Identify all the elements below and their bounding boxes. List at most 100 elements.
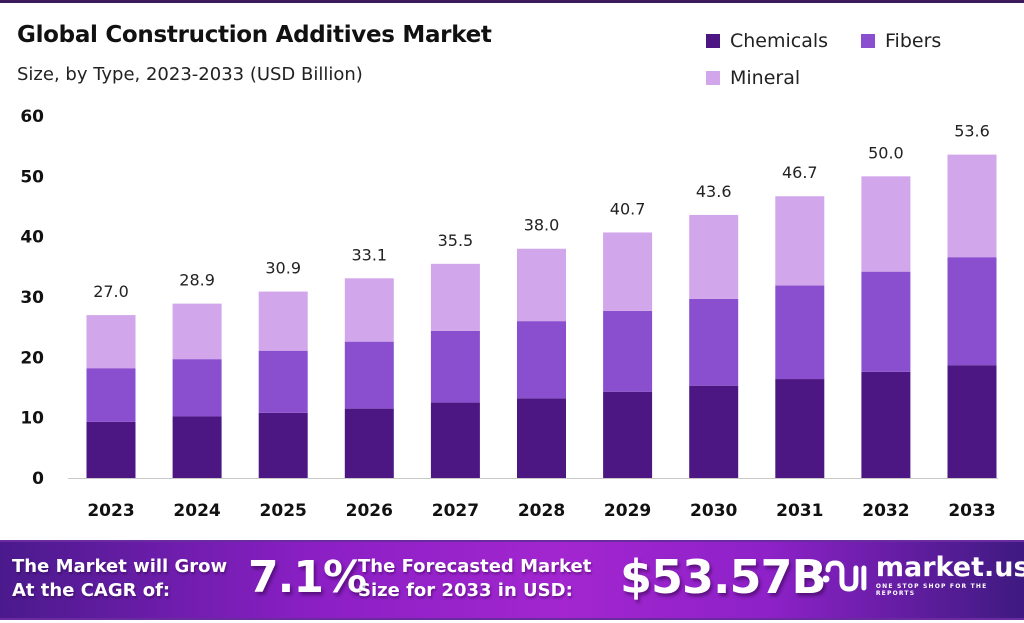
total-label-2029: 40.7 xyxy=(610,199,646,218)
y-axis: 0 10 20 30 40 50 60 xyxy=(20,107,44,489)
x-tick-label-2029: 2029 xyxy=(604,501,651,521)
bar-segment-fibers-2032 xyxy=(861,271,911,372)
bar-segment-mineral-2029 xyxy=(603,232,653,311)
x-tick-label-2027: 2027 xyxy=(432,501,479,521)
bar-segment-mineral-2025 xyxy=(258,291,308,351)
x-tick-label-2032: 2032 xyxy=(862,501,909,521)
cagr-text-line2: At the CAGR of: xyxy=(12,580,171,601)
top-border xyxy=(0,0,1024,3)
bar-segment-mineral-2027 xyxy=(430,263,480,331)
bar-stack-2031 xyxy=(775,196,825,478)
bar-segment-mineral-2026 xyxy=(344,278,394,342)
total-label-2030: 43.6 xyxy=(696,182,732,201)
chart-subtitle: Size, by Type, 2023-2033 (USD Billion) xyxy=(17,64,363,85)
y-tick-label: 20 xyxy=(20,348,44,368)
forecast-text-line2: Size for 2033 in USD: xyxy=(358,580,573,601)
x-tick-label-2033: 2033 xyxy=(948,501,995,521)
total-label-2031: 46.7 xyxy=(782,163,818,182)
bar-segment-chemicals-2023 xyxy=(86,421,136,478)
x-tick-label-2030: 2030 xyxy=(690,501,737,521)
x-tick-label-2023: 2023 xyxy=(87,501,134,521)
bar-segment-chemicals-2027 xyxy=(430,402,480,478)
cagr-value: 7.1% xyxy=(248,552,367,603)
legend-item-fibers: Fibers xyxy=(861,30,941,52)
bar-segment-chemicals-2025 xyxy=(258,412,308,478)
legend-label-mineral: Mineral xyxy=(730,67,801,89)
total-label-2024: 28.9 xyxy=(179,271,215,290)
y-tick-label: 10 xyxy=(20,409,44,429)
market-us-logo[interactable]: market.us ONE STOP SHOP FOR THE REPORTS xyxy=(820,554,1024,597)
bar-segment-fibers-2030 xyxy=(689,298,739,386)
total-label-2025: 30.9 xyxy=(265,259,301,278)
forecast-value: $53.57B xyxy=(620,550,827,604)
y-tick-label: 50 xyxy=(20,167,44,187)
bar-stack-2029 xyxy=(603,232,653,478)
bar-segment-fibers-2026 xyxy=(344,341,394,409)
bar-segment-chemicals-2029 xyxy=(603,391,653,478)
bar-segment-fibers-2028 xyxy=(517,321,566,399)
bar-stack-2025 xyxy=(258,291,308,478)
bar-segment-fibers-2029 xyxy=(603,310,653,392)
bar-segment-chemicals-2030 xyxy=(689,385,739,478)
cagr-text: The Market will Grow At the CAGR of: xyxy=(12,555,227,603)
total-label-2027: 35.5 xyxy=(438,231,474,250)
y-tick-label: 0 xyxy=(32,469,44,489)
bar-segment-chemicals-2031 xyxy=(775,379,825,478)
bar-stack-2032 xyxy=(861,176,911,478)
bar-segment-mineral-2031 xyxy=(775,196,825,286)
bar-stack-2027 xyxy=(430,263,480,478)
bar-segment-mineral-2028 xyxy=(517,248,566,322)
bar-segment-mineral-2032 xyxy=(861,176,911,272)
x-tick-label-2025: 2025 xyxy=(260,501,307,521)
data-labels: 27.0 28.9 30.9 33.1 35.5 38.0 40.7 43.6 46.7 50.0… xyxy=(93,122,990,301)
legend-swatch-mineral xyxy=(706,71,720,85)
x-tick-label-2024: 2024 xyxy=(173,501,220,521)
bar-stack-2028 xyxy=(517,248,566,478)
x-tick-label-2031: 2031 xyxy=(776,501,823,521)
bars xyxy=(86,154,997,478)
bar-segment-fibers-2025 xyxy=(258,350,308,413)
bar-segment-fibers-2033 xyxy=(947,257,997,366)
bar-stack-2033 xyxy=(947,154,997,478)
y-tick-label: 40 xyxy=(20,228,44,248)
bar-segment-chemicals-2026 xyxy=(344,408,394,478)
y-tick-label: 30 xyxy=(20,288,44,308)
total-label-2026: 33.1 xyxy=(351,245,387,264)
total-label-2023: 27.0 xyxy=(93,282,129,301)
bar-stack-2023 xyxy=(86,315,136,478)
x-axis: 2023 2024 2025 2026 2027 2028 2029 2030 2031 2032… xyxy=(87,501,995,521)
x-tick-label-2028: 2028 xyxy=(518,501,565,521)
bar-segment-fibers-2031 xyxy=(775,285,825,380)
brand-tagline: ONE STOP SHOP FOR THE REPORTS xyxy=(875,583,988,597)
legend-item-mineral: Mineral xyxy=(706,67,800,89)
total-label-2033: 53.6 xyxy=(954,122,990,141)
brand-name: market.us xyxy=(875,552,1024,583)
legend-label-chemicals: Chemicals xyxy=(730,30,829,52)
bar-segment-chemicals-2032 xyxy=(861,371,911,478)
bar-segment-fibers-2023 xyxy=(86,368,136,422)
chart-title: Global Construction Additives Market xyxy=(17,22,492,48)
market-us-logo-icon xyxy=(822,560,867,591)
bar-stack-2026 xyxy=(344,278,394,478)
summary-banner: The Market will Grow At the CAGR of: 7.1… xyxy=(0,540,1024,620)
bar-stack-2024 xyxy=(172,303,222,478)
forecast-text-line1: The Forecasted Market xyxy=(358,556,592,577)
cagr-text-line1: The Market will Grow xyxy=(12,556,228,577)
x-tick-label-2026: 2026 xyxy=(346,501,393,521)
total-label-2028: 38.0 xyxy=(524,216,560,235)
y-tick-label: 60 xyxy=(20,107,44,127)
total-label-2032: 50.0 xyxy=(868,143,904,162)
bar-segment-mineral-2023 xyxy=(86,315,136,369)
legend-item-chemicals: Chemicals xyxy=(706,30,828,52)
bar-segment-fibers-2027 xyxy=(430,330,480,403)
bar-segment-fibers-2024 xyxy=(172,359,222,417)
bar-segment-chemicals-2033 xyxy=(947,365,997,478)
legend-swatch-fibers xyxy=(861,34,875,48)
bar-segment-chemicals-2028 xyxy=(517,398,566,478)
legend-label-fibers: Fibers xyxy=(885,30,942,52)
bar-stack-2030 xyxy=(689,214,739,478)
bar-segment-mineral-2024 xyxy=(172,303,222,360)
bar-segment-mineral-2033 xyxy=(947,154,997,258)
forecast-text: The Forecasted Market Size for 2033 in U… xyxy=(358,555,591,603)
